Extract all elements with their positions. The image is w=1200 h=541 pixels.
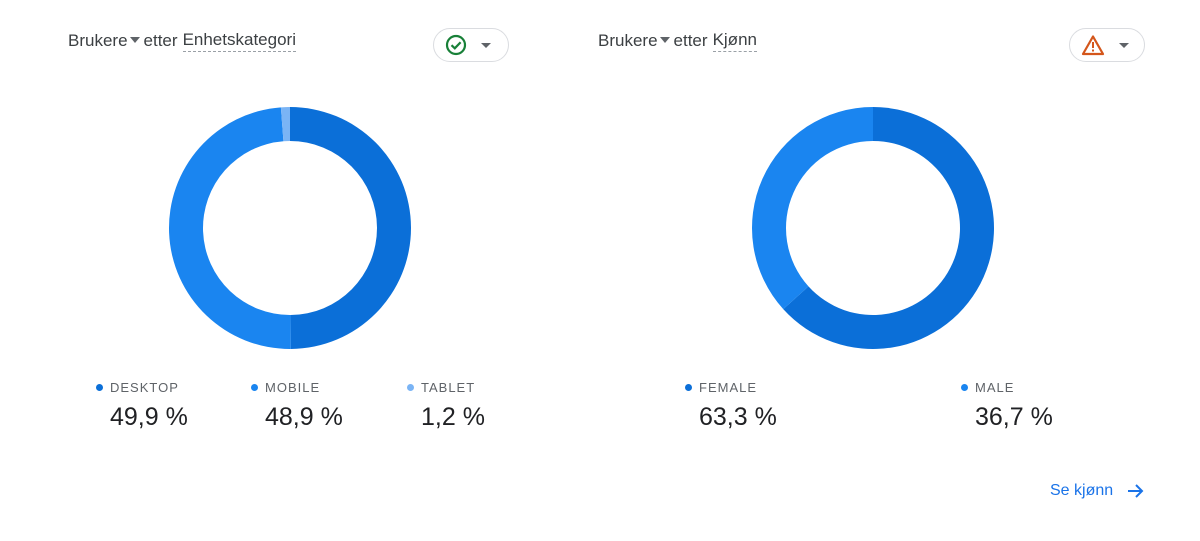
dimension-label[interactable]: Kjønn	[712, 30, 757, 52]
dropdown-arrow-icon	[481, 42, 491, 48]
donut-segment-female[interactable]	[783, 107, 994, 349]
legend-item: MALE 36,7 %	[961, 380, 1053, 432]
device-donut-chart	[169, 107, 411, 349]
caret-down-icon[interactable]	[129, 37, 140, 43]
status-menu-button[interactable]	[1069, 28, 1145, 62]
metric-selector[interactable]: Brukere	[598, 31, 658, 50]
arrow-right-icon[interactable]	[1127, 483, 1145, 499]
legend-label: MALE	[975, 380, 1015, 395]
metric-selector[interactable]: Brukere	[68, 31, 128, 50]
legend-dot-icon	[685, 384, 692, 391]
card-title: Brukere etter Kjønn	[598, 30, 757, 52]
legend-item: MOBILE 48,9 %	[251, 380, 343, 432]
legend-dot-icon	[251, 384, 258, 391]
title-connector: etter	[143, 31, 178, 50]
legend-value: 63,3 %	[699, 403, 777, 431]
status-menu-button[interactable]	[433, 28, 509, 62]
donut-segment-desktop[interactable]	[290, 107, 411, 349]
legend-dot-icon	[961, 384, 968, 391]
check-circle-icon	[445, 34, 467, 56]
gender-card: Brukere etter Kjønn FEMALE 63,3 % MALE 3…	[580, 0, 1200, 541]
dropdown-arrow-icon	[1119, 42, 1129, 48]
legend-value: 49,9 %	[110, 403, 188, 431]
legend-value: 1,2 %	[421, 403, 485, 431]
legend-dot-icon	[96, 384, 103, 391]
see-gender-link[interactable]: Se kjønn	[1050, 482, 1145, 500]
donut-segment-male[interactable]	[752, 106, 873, 310]
legend-item: FEMALE 63,3 %	[685, 380, 777, 432]
legend-value: 48,9 %	[265, 403, 343, 431]
legend-label: FEMALE	[699, 380, 758, 395]
device-category-card: Brukere etter Enhetskategori DESKTOP 49,…	[0, 0, 580, 541]
legend-label: MOBILE	[265, 380, 321, 395]
caret-down-icon[interactable]	[659, 37, 670, 43]
legend-label: DESKTOP	[110, 380, 179, 395]
legend-value: 36,7 %	[975, 403, 1053, 431]
donut-segment-mobile[interactable]	[169, 107, 291, 349]
legend-item: DESKTOP 49,9 %	[96, 380, 188, 432]
link-label[interactable]: Se kjønn	[1050, 482, 1114, 499]
card-title: Brukere etter Enhetskategori	[68, 30, 296, 52]
gender-donut-chart	[752, 106, 994, 349]
legend-dot-icon	[407, 384, 414, 391]
dimension-label[interactable]: Enhetskategori	[182, 30, 296, 52]
donut-segment-tablet[interactable]	[280, 107, 290, 142]
warning-triangle-icon	[1081, 35, 1105, 56]
legend-item: TABLET 1,2 %	[407, 380, 485, 432]
title-connector: etter	[673, 31, 708, 50]
legend-label: TABLET	[421, 380, 476, 395]
